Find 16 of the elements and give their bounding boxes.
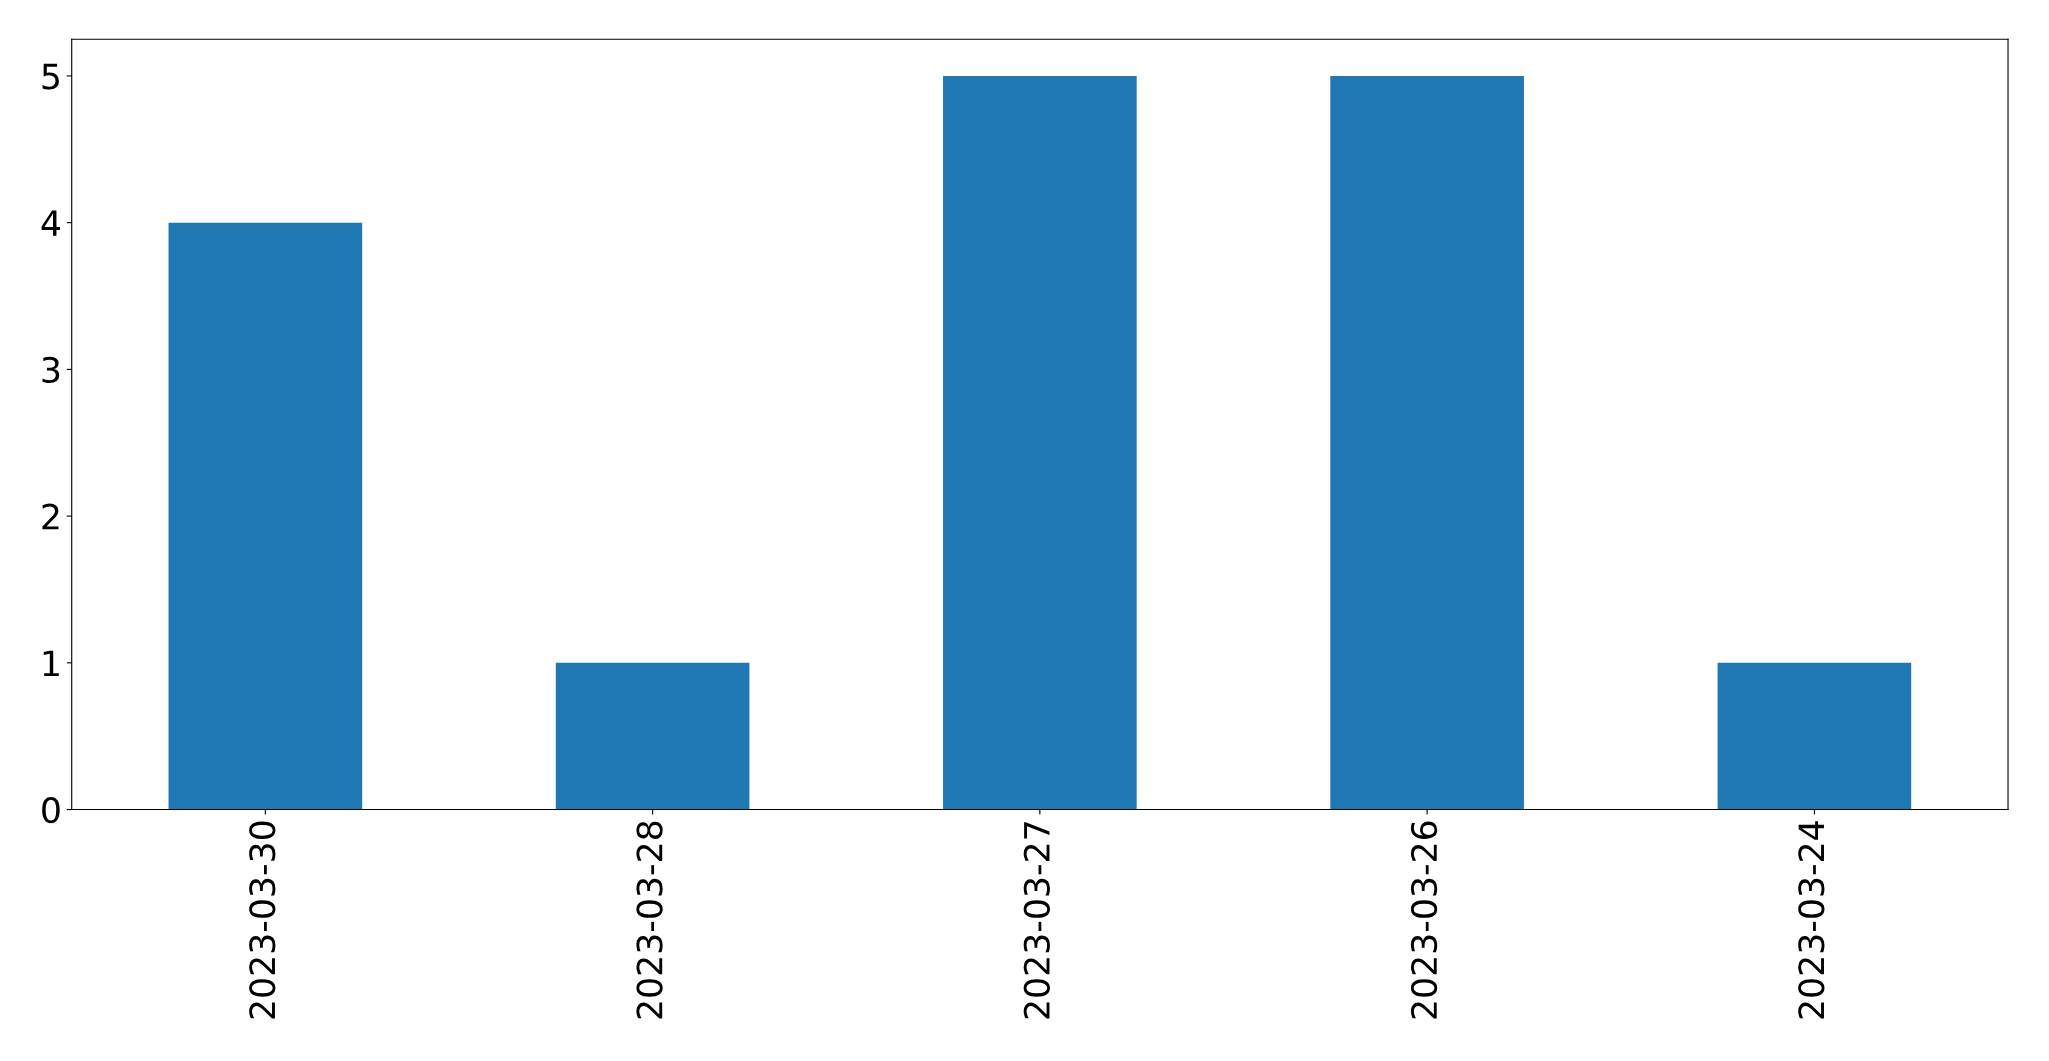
bar xyxy=(168,222,363,810)
x-tick-label: 2023-03-27 xyxy=(1023,822,1050,1019)
y-tick-label: 2 xyxy=(42,503,59,530)
y-tick-label: 5 xyxy=(42,63,59,90)
y-tick-label: 1 xyxy=(43,650,59,677)
x-tick-label: 2023-03-28 xyxy=(636,821,663,1019)
y-tick-label: 3 xyxy=(42,356,60,384)
bar xyxy=(1717,662,1912,810)
y-tick-label: 4 xyxy=(41,210,61,236)
y-tick-label: 0 xyxy=(42,796,60,824)
bar xyxy=(555,662,750,810)
bar xyxy=(1330,75,1524,810)
x-tick-label: 2023-03-26 xyxy=(1410,821,1438,1019)
x-tick-label: 2023-03-30 xyxy=(249,821,276,1019)
bar xyxy=(943,75,1137,810)
x-tick-label: 2023-03-24 xyxy=(1798,821,1825,1019)
